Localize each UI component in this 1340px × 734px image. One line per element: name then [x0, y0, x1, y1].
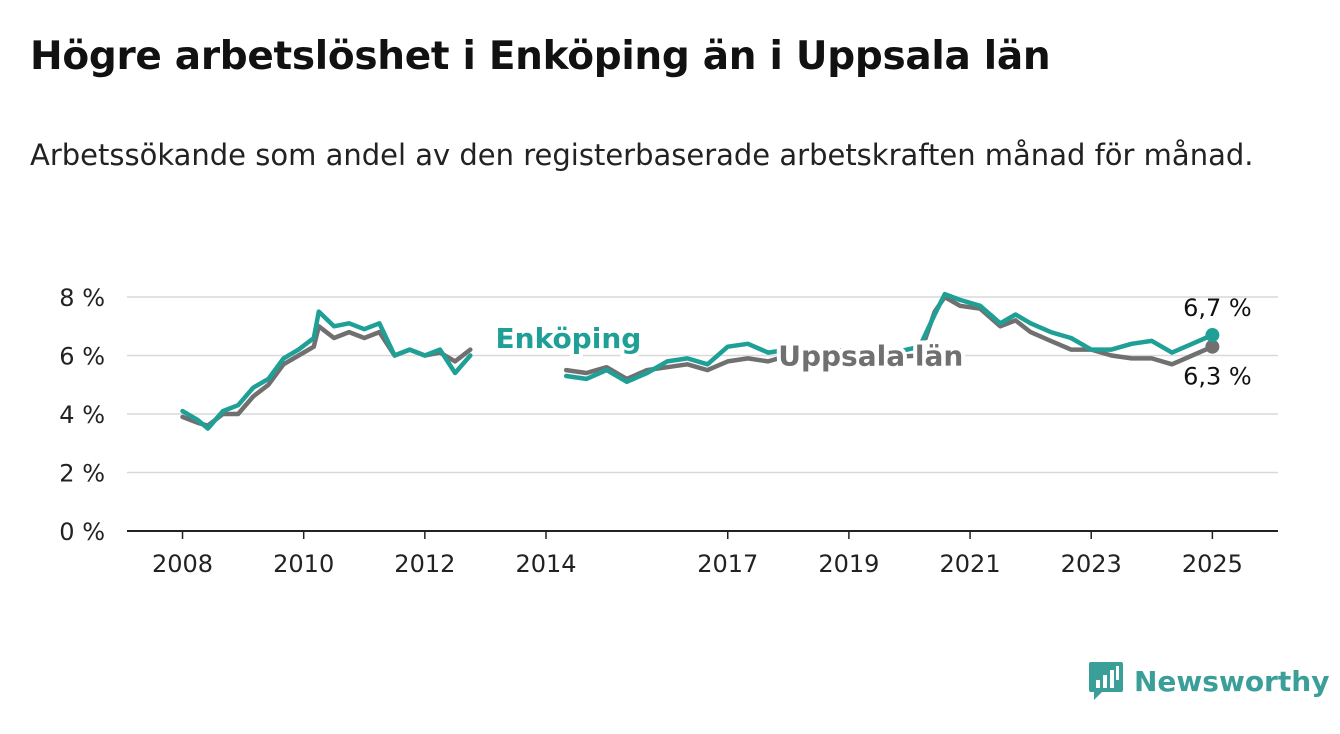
end-point-marker: [1205, 339, 1220, 354]
x-tick-label: 2017: [697, 550, 758, 578]
x-tick-label: 2014: [515, 550, 576, 578]
series-name-label: Uppsala län: [778, 340, 963, 373]
series-line-enköping: [180, 309, 473, 431]
y-tick-label: 8 %: [59, 284, 105, 312]
series-line-enköping: [563, 291, 1215, 385]
x-tick-label: 2021: [940, 550, 1001, 578]
x-tick-label: 2012: [394, 550, 455, 578]
series-labels: 6,7 % 6,3 % Uppsala län Enköping: [492, 294, 1252, 391]
x-tick-label: 2008: [152, 550, 213, 578]
y-tick-label: 2 %: [59, 460, 105, 488]
series-line-uppsala-län: [563, 294, 1215, 382]
x-tick-label: 2025: [1182, 550, 1243, 578]
end-value-label: 6,7 %: [1183, 294, 1252, 322]
end-value-label: 6,3 %: [1183, 363, 1252, 391]
x-tick-label: 2010: [273, 550, 334, 578]
y-tick-label: 0 %: [59, 518, 105, 546]
gridlines: [127, 296, 1278, 532]
end-point-marker: [1205, 328, 1220, 343]
chart-title: Högre arbetslöshet i Enköping än i Uppsa…: [30, 34, 1051, 79]
series-name-label: Enköping: [496, 322, 642, 355]
bar-chart-speech-bubble-icon: [1089, 662, 1123, 700]
series-lines: [180, 291, 1220, 431]
x-tick-label: 2019: [818, 550, 879, 578]
y-axis-ticks: 0 % 2 % 4 % 6 % 8 %: [59, 284, 105, 546]
chart-subtitle: Arbetssökande som andel av den registerb…: [30, 138, 1254, 172]
x-axis-ticks: 2008 2010 2012 2014 2017 2019 2021 2023 2025: [152, 531, 1243, 578]
newsworthy-logo: Newsworthy: [1088, 660, 1329, 702]
y-tick-label: 4 %: [59, 401, 105, 429]
y-tick-label: 6 %: [59, 343, 105, 371]
brand-name: Newsworthy: [1134, 664, 1330, 698]
x-tick-label: 2023: [1061, 550, 1122, 578]
line-chart: 0 % 2 % 4 % 6 % 8 % 2008 2010 2012 2014 2017 2019…: [59, 284, 1278, 578]
